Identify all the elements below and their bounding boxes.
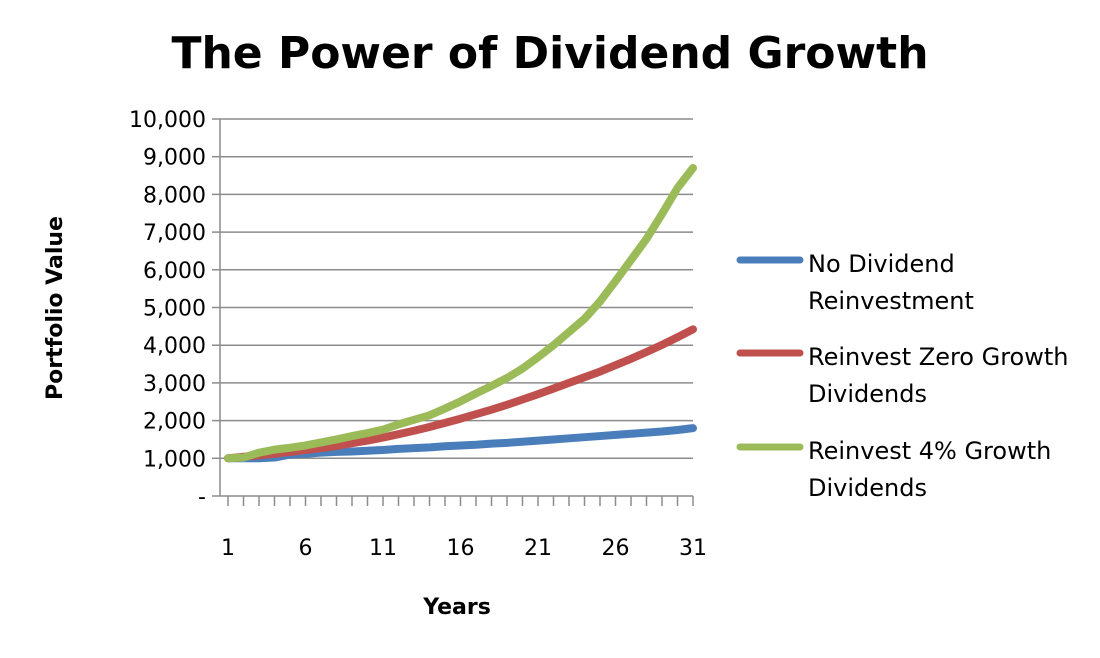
x-tick-label: 11	[369, 536, 397, 561]
x-tick-label: 16	[447, 536, 475, 561]
y-axis-ticks: - 1,000 2,000 3,000 4,000 5,000 6,000 7,000 8,00…	[129, 108, 220, 510]
chart-title: The Power of Dividend Growth	[171, 28, 928, 79]
legend-label-2: Dividends	[808, 380, 927, 408]
x-tick-label: 31	[679, 536, 707, 561]
legend-label-1: Reinvestment	[808, 287, 974, 315]
legend-label-2: Reinvest Zero Growth	[808, 343, 1068, 371]
legend-label-3: Dividends	[808, 474, 927, 502]
y-tick-label: 1,000	[143, 447, 206, 472]
x-tick-label: 1	[221, 536, 235, 561]
y-tick-label: 3,000	[143, 372, 206, 397]
y-tick-label: 4,000	[143, 334, 206, 359]
plot-area: - 1,000 2,000 3,000 4,000 5,000 6,000 7,000 8,00…	[129, 108, 707, 561]
y-tick-label: 10,000	[129, 108, 206, 133]
gridlines	[220, 118, 693, 460]
x-axis-ticks: 1 6 11 16 21 26 31	[221, 496, 707, 561]
series-lines	[224, 164, 697, 463]
x-tick-label: 6	[299, 536, 313, 561]
y-tick-label: 2,000	[143, 410, 206, 435]
y-tick-label: 9,000	[143, 146, 206, 171]
x-tick-label: 26	[602, 536, 630, 561]
legend: No Dividend Reinvestment Reinvest Zero Gro…	[736, 250, 1068, 502]
legend-label-1: No Dividend	[808, 250, 955, 278]
y-tick-label: 7,000	[143, 221, 206, 246]
y-tick-label: 8,000	[143, 183, 206, 208]
y-axis-title: Portfolio Value	[43, 216, 68, 400]
x-tick-label: 21	[524, 536, 552, 561]
series-line-3	[224, 164, 697, 463]
legend-label-3: Reinvest 4% Growth	[808, 437, 1051, 465]
series-line-2	[224, 325, 697, 463]
x-axis-title: Years	[422, 595, 491, 620]
y-tick-label: 5,000	[143, 297, 206, 322]
y-tick-label: -	[198, 485, 206, 510]
y-tick-label: 6,000	[143, 259, 206, 284]
